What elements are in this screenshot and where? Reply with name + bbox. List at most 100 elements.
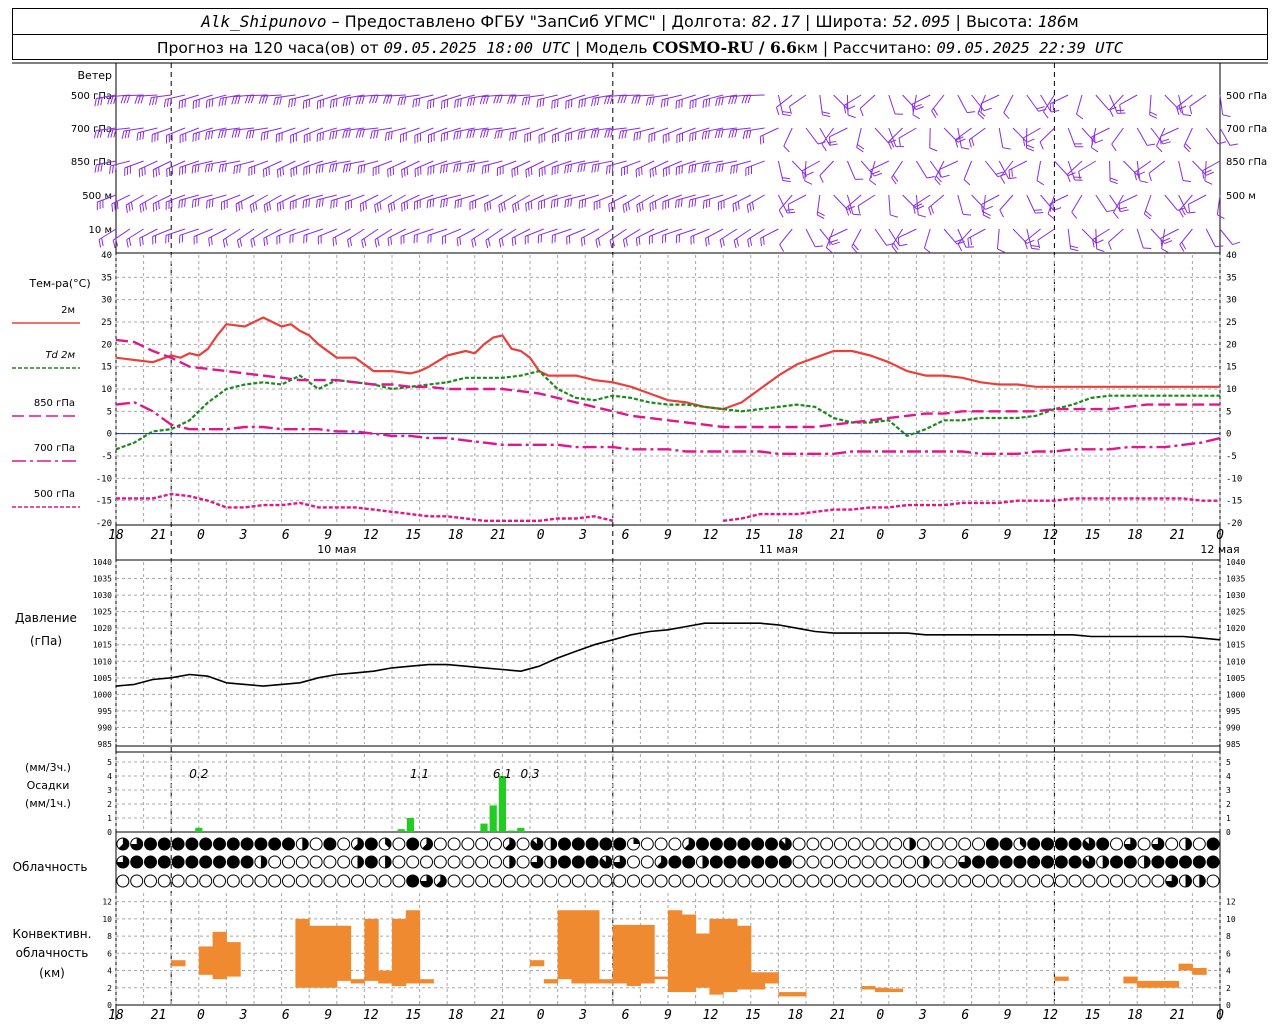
wind-barb-feather [1162, 237, 1171, 242]
wind-barb-feather [240, 201, 243, 210]
pressure-legend-unit: (гПа) [30, 634, 62, 648]
wind-barb-feather [236, 240, 240, 249]
wind-barb-feather [218, 164, 222, 173]
wind-barb-feather [564, 133, 567, 142]
wind-barb-feather [239, 238, 243, 247]
temp-ytick-right: -10 [1226, 474, 1242, 484]
precip-ytick-right: 1 [1226, 814, 1231, 823]
wind-barb-feather [688, 165, 691, 174]
wind-barb-feather [637, 95, 641, 104]
wind-barb-shaft [1113, 194, 1124, 213]
cloud-octa-fill [302, 838, 309, 850]
wind-barb-shaft [109, 127, 130, 131]
wind-barb-feather [567, 164, 570, 173]
wind-barb-feather [528, 168, 530, 177]
wind-barb-feather [620, 95, 624, 104]
cloud-octa-fill [158, 856, 171, 868]
wind-barb-shaft [413, 94, 434, 101]
cloud-octa-symbol [847, 855, 861, 869]
wind-barb-shaft [441, 127, 462, 135]
wind-barb-feather [736, 238, 740, 247]
cloud-octa-symbol [820, 855, 834, 869]
wind-barb-feather [336, 198, 338, 207]
wind-barb-feather [892, 174, 899, 182]
wind-barb-feather [718, 164, 721, 173]
wind-barb-feather [100, 163, 103, 172]
wind-barb-feather [843, 105, 847, 114]
wind-barb-feather [801, 170, 804, 179]
wind-barb-shaft [997, 228, 1000, 249]
wind-barb-shaft [250, 228, 269, 241]
wind-barb-feather [276, 169, 279, 178]
cloud-octa-symbol [640, 837, 654, 851]
wind-barb-feather [321, 164, 324, 173]
wind-barb-feather [384, 132, 387, 141]
wind-barb-shaft [400, 127, 420, 136]
wind-barb-shaft [510, 127, 531, 134]
cloud-octa-symbol [627, 874, 640, 888]
wind-barb-feather [382, 95, 387, 104]
wind-barb-feather [1161, 138, 1170, 143]
wind-barb-feather [469, 97, 473, 106]
wind-barb-feather [360, 165, 363, 174]
time-axis-hour-label-bottom: 21 [490, 1008, 506, 1023]
conv-cloud-bar [640, 924, 655, 984]
cloud-octa-symbol [530, 874, 544, 888]
wind-barb-shaft [1067, 127, 1076, 147]
pressure-ytick-left: 1040 [93, 558, 112, 567]
wind-barb-feather [829, 143, 838, 146]
wind-barb-feather [1106, 209, 1115, 213]
wind-barb-feather [1076, 113, 1084, 120]
cloud-octa-fill [241, 838, 254, 850]
wind-barb-feather [845, 207, 850, 216]
wind-barb-feather [220, 130, 224, 139]
wind-barb-feather [1078, 171, 1081, 180]
wind-barb-feather [1183, 113, 1192, 117]
cloud-octa-symbol [489, 874, 502, 888]
cloud-octa-symbol [406, 855, 420, 869]
wind-barb-shaft [137, 127, 158, 134]
wind-barb-feather [453, 131, 456, 140]
pressure-ytick-right: 990 [1226, 723, 1241, 732]
wind-barb-feather [872, 170, 881, 175]
wind-barb-shaft [649, 194, 669, 204]
wind-barb-shaft [595, 228, 614, 241]
wind-barb-shaft [608, 194, 627, 205]
wind-barb-shaft [705, 228, 724, 239]
cloud-octa-fill [572, 838, 585, 850]
wind-barb-feather [564, 199, 567, 208]
cloud-octa-symbol [337, 837, 351, 851]
cloud-octa-fill [1165, 875, 1178, 888]
wind-barb-shaft [152, 127, 172, 135]
cloud-octa-symbol [337, 855, 351, 869]
cloud-octa-symbol [1165, 837, 1179, 851]
wind-barb-feather [459, 130, 462, 139]
wind-barb-feather [852, 243, 859, 251]
wind-barb-shaft [179, 160, 199, 168]
pressure-ytick-left: 1030 [93, 591, 112, 600]
wind-barb-shaft [303, 228, 324, 236]
cloud-octa-fill [923, 856, 930, 868]
wind-barb-shaft [1136, 160, 1141, 181]
wind-barb-feather [817, 211, 825, 217]
time-axis-hour-label: 21 [830, 528, 846, 543]
altitude-unit: м [1066, 12, 1079, 31]
temp-legend-title: Тем-ра(°C) [28, 277, 90, 290]
wind-barb-feather [762, 236, 765, 245]
wind-barb-feather [205, 131, 208, 140]
conv-cloud-bar [1192, 967, 1207, 975]
wind-barb-shaft [662, 194, 682, 203]
wind-barb-feather [470, 164, 473, 173]
wind-barb-feather [115, 238, 119, 247]
wind-barb-feather [1118, 203, 1121, 212]
wind-barb-feather [957, 138, 966, 143]
cloud-octa-symbol [309, 837, 323, 851]
wind-barb-feather [1156, 145, 1163, 153]
time-axis-hour-label: 6 [282, 528, 290, 543]
cloud-octa-symbol [640, 855, 654, 869]
wind-barb-shaft [1012, 228, 1028, 244]
wind-barb-feather [512, 204, 515, 213]
wind-barb-feather [149, 97, 152, 106]
pressure-ytick-left: 1015 [93, 641, 112, 650]
conv-cloud-bar [1151, 980, 1166, 988]
